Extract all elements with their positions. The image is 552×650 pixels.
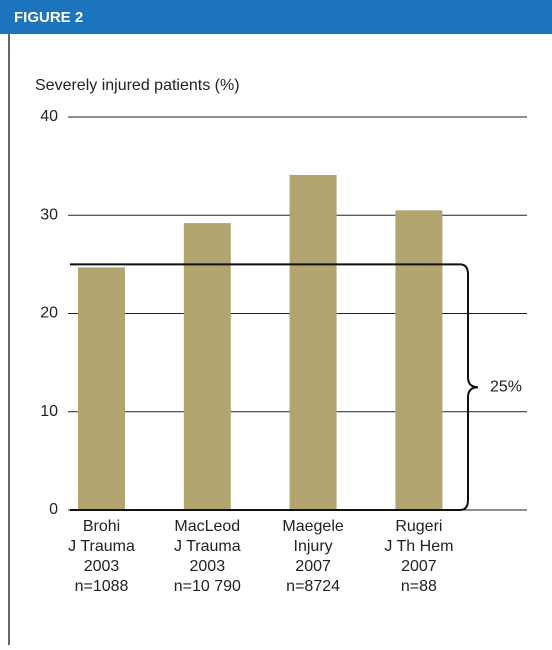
bar	[395, 210, 443, 510]
x-tick-label: J Trauma	[68, 538, 135, 555]
x-tick-label: n=88	[401, 578, 437, 595]
figure-label: FIGURE 2	[14, 9, 83, 26]
annotation-label: 25%	[490, 378, 522, 395]
x-tick-label: Brohi	[83, 518, 120, 535]
y-tick-label: 10	[40, 403, 58, 420]
x-tick-label: n=10 790	[174, 578, 241, 595]
x-tick-label: Rugeri	[395, 518, 442, 535]
x-tick-label: n=8724	[286, 578, 340, 595]
y-tick-label: 40	[40, 108, 58, 125]
x-tick-label: 2003	[84, 558, 120, 575]
bar	[289, 174, 337, 510]
x-tick-label: J Trauma	[174, 538, 241, 555]
y-tick-label: 30	[40, 206, 58, 223]
x-tick-label: n=1088	[75, 578, 129, 595]
bar	[78, 267, 125, 510]
x-tick-label: 2007	[401, 558, 437, 575]
y-axis-title: Severely injured patients (%)	[35, 77, 240, 94]
y-tick-label: 0	[49, 501, 58, 518]
x-tick-label: Maegele	[282, 518, 343, 535]
header-bar	[0, 0, 552, 34]
x-tick-label: 2007	[295, 558, 331, 575]
x-tick-label: MacLeod	[174, 518, 240, 535]
x-tick-label: J Th Hem	[384, 538, 453, 555]
bracket	[70, 263, 479, 511]
y-tick-label: 20	[40, 305, 58, 322]
bar	[183, 223, 231, 511]
x-tick-label: Injury	[294, 538, 333, 555]
x-tick-label: 2003	[190, 558, 226, 575]
